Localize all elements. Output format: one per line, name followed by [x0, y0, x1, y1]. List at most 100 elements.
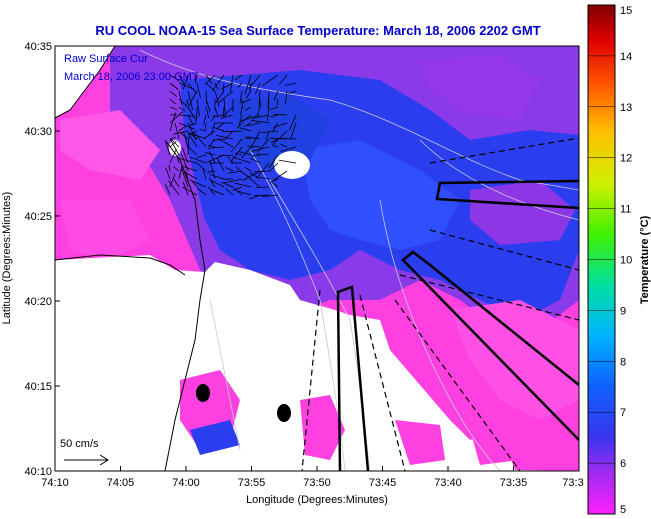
current-vector [223, 106, 234, 117]
current-vector [268, 154, 279, 169]
current-vector [169, 74, 180, 82]
current-vector [280, 143, 288, 148]
current-vector [173, 166, 180, 172]
current-vector [212, 126, 225, 132]
current-vector [245, 106, 252, 111]
current-vector [241, 98, 243, 109]
current-vector [224, 130, 234, 141]
current-vector [210, 180, 225, 188]
colorbar-tick-label: 10 [620, 255, 632, 267]
current-vector [169, 148, 177, 164]
current-vector [187, 90, 198, 108]
current-vector [173, 179, 180, 188]
current-vector [247, 122, 261, 127]
current-vector [194, 132, 207, 148]
colorbar-tick-label: 7 [620, 407, 626, 419]
current-vector [273, 122, 288, 128]
current-vector [266, 106, 270, 122]
current-vector [220, 114, 234, 119]
current-vector [257, 106, 261, 116]
current-vector [250, 178, 261, 188]
current-vector [254, 82, 261, 95]
current-vector [267, 98, 270, 108]
current-vector [223, 130, 243, 133]
current-vector [207, 146, 225, 149]
colorbar-label: Temperature (°C) [639, 215, 651, 304]
current-vector [242, 170, 261, 181]
x-tick-label: 73:50 [303, 477, 331, 489]
current-vector [244, 166, 252, 172]
current-vector [244, 137, 252, 140]
current-vector [165, 142, 171, 156]
current-vector [250, 119, 270, 124]
current-vector [218, 90, 234, 104]
colorbar-tick-label: 6 [620, 458, 626, 470]
current-vector [251, 114, 270, 119]
current-vector [276, 98, 279, 107]
y-tick-label: 40:20 [24, 296, 52, 308]
colorbar-tick-label: 8 [620, 356, 626, 368]
current-vector [284, 82, 297, 86]
current-vector [243, 122, 252, 128]
coastline [55, 46, 206, 471]
current-vector [178, 82, 195, 90]
current-vector [176, 156, 180, 164]
current-vector [205, 98, 211, 113]
current-vector [273, 113, 288, 116]
current-vector [237, 82, 243, 88]
current-vector [178, 106, 186, 112]
y-tick-label: 40:30 [24, 126, 52, 138]
current-vector [173, 130, 189, 135]
current-vector [288, 90, 297, 94]
current-vector [219, 154, 234, 157]
current-vector [205, 74, 213, 84]
x-tick-label: 73:35 [500, 477, 528, 489]
current-vector [206, 154, 225, 163]
current-vector [250, 146, 270, 152]
current-vector [234, 74, 243, 80]
current-vector [227, 156, 234, 164]
chart-title: RU COOL NOAA-15 Sea Surface Temperature:… [95, 23, 540, 38]
current-vector [178, 90, 183, 105]
current-vector [204, 152, 216, 156]
current-vector [222, 106, 225, 119]
current-vector [257, 138, 270, 153]
current-vector [169, 173, 176, 188]
current-vector [249, 82, 252, 92]
current-vector [270, 106, 279, 111]
current-vector [241, 98, 252, 104]
current-vector [235, 152, 243, 156]
colorbar-tick-label: 12 [620, 153, 632, 165]
current-vector [244, 74, 252, 95]
current-vector [189, 179, 207, 188]
current-vector [168, 180, 180, 196]
current-vector [259, 176, 270, 180]
current-vector [272, 170, 288, 182]
current-vector [268, 162, 279, 173]
y-tick-label: 40:10 [24, 466, 52, 478]
current-vector [262, 194, 279, 198]
colorbar-tick-label: 5 [620, 504, 626, 516]
x-tick-label: 74:05 [107, 477, 135, 489]
current-vector [181, 168, 189, 188]
current-vector [195, 114, 198, 123]
current-vector [216, 122, 225, 130]
current-vector [204, 74, 216, 85]
current-vector [187, 114, 194, 126]
current-vector [238, 114, 243, 126]
current-vector [208, 151, 216, 164]
x-tick-label: 73:45 [369, 477, 397, 489]
plot-area [55, 46, 579, 471]
y-tick-label: 40:35 [24, 41, 52, 53]
current-vector [214, 82, 219, 91]
current-vector [196, 187, 207, 196]
current-vector [196, 154, 207, 158]
current-vector [253, 194, 270, 196]
current-vector [235, 166, 252, 180]
colorbar-tick-label: 14 [620, 51, 632, 63]
current-vector [169, 111, 183, 124]
transect-lines [301, 137, 579, 471]
current-vector [202, 168, 207, 180]
current-vector [241, 114, 261, 121]
current-vector [168, 165, 171, 172]
